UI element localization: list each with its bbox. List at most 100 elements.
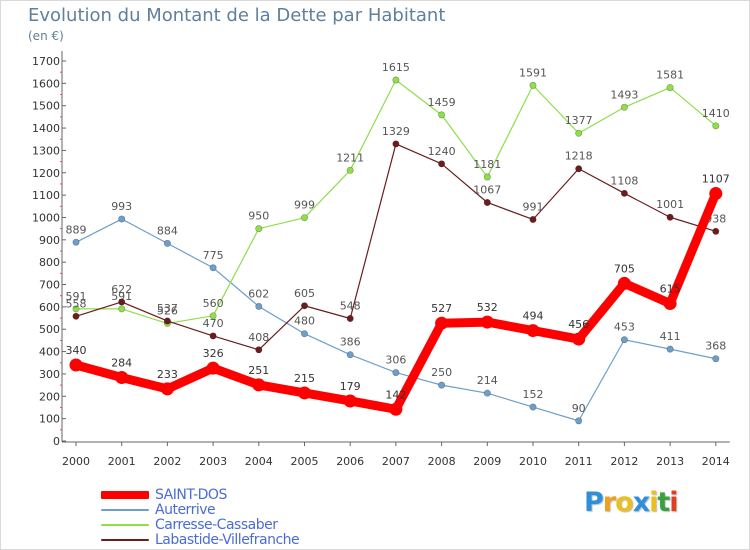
- proxiti-logo: Proxiti: [584, 487, 679, 518]
- series-auterrive: 889 993 884 775 602 480 386 306 250 214 152 90 453 41…: [66, 200, 726, 425]
- x-tick-label: 2005: [291, 455, 319, 468]
- data-label: 1001: [656, 198, 684, 211]
- legend-swatch: [101, 538, 149, 541]
- data-label: 558: [66, 297, 87, 310]
- data-label: 251: [248, 364, 269, 377]
- x-tick-label: 2014: [702, 455, 730, 468]
- data-point: [483, 389, 491, 397]
- data-point: [300, 330, 308, 338]
- data-point: [69, 358, 83, 372]
- x-tick-label: 2002: [153, 455, 181, 468]
- data-label: 1581: [656, 69, 684, 82]
- data-label: 411: [660, 330, 681, 343]
- data-point: [298, 386, 311, 400]
- y-tick-label: 1200: [32, 167, 60, 180]
- data-point: [209, 332, 217, 340]
- data-point: [617, 276, 631, 290]
- data-label: 456: [568, 318, 589, 331]
- data-label: 1181: [473, 158, 501, 171]
- data-point: [346, 351, 354, 359]
- logo-letter: r: [602, 487, 616, 518]
- data-point: [663, 297, 677, 311]
- y-tick-label: 1100: [32, 189, 60, 202]
- data-point: [300, 302, 308, 310]
- data-label: 591: [111, 290, 132, 303]
- data-label: 284: [111, 357, 132, 370]
- x-tick-label: 2003: [199, 455, 227, 468]
- data-point: [72, 305, 80, 313]
- data-point: [118, 215, 126, 223]
- data-point: [575, 417, 583, 425]
- data-label: 1329: [382, 125, 410, 138]
- data-label: 605: [294, 287, 315, 300]
- data-label: 615: [660, 283, 681, 296]
- data-point: [480, 315, 494, 329]
- legend-item: Auterrive: [101, 502, 299, 518]
- data-point: [438, 111, 446, 119]
- data-point: [163, 317, 171, 325]
- data-point: [709, 187, 723, 201]
- data-label: 179: [340, 380, 361, 393]
- data-point: [255, 302, 263, 310]
- legend-swatch: [101, 490, 149, 499]
- data-point: [255, 225, 263, 233]
- data-label: 884: [157, 224, 178, 237]
- y-tick-label: 100: [39, 413, 60, 426]
- data-point: [666, 345, 674, 353]
- x-tick-label: 2012: [610, 455, 638, 468]
- data-label: 532: [477, 301, 498, 314]
- legend-label: SAINT-DOS: [155, 486, 227, 503]
- data-label: 1615: [382, 61, 410, 74]
- data-point: [712, 227, 720, 235]
- data-label: 560: [203, 297, 224, 310]
- y-tick-label: 1700: [32, 55, 60, 68]
- y-tick-label: 300: [39, 368, 60, 381]
- data-label: 526: [157, 304, 178, 317]
- data-point: [206, 361, 220, 375]
- legend-item: SAINT-DOS: [101, 486, 299, 503]
- logo-letter: i: [649, 487, 658, 518]
- data-point: [209, 312, 217, 320]
- data-point: [529, 403, 537, 411]
- data-label: 602: [248, 287, 269, 300]
- data-point: [160, 382, 174, 396]
- data-label: 1067: [473, 183, 501, 196]
- data-label: 233: [157, 368, 178, 381]
- data-label: 950: [248, 210, 269, 223]
- y-tick-label: 1000: [32, 211, 60, 224]
- data-label: 214: [477, 374, 498, 387]
- data-point: [118, 298, 126, 306]
- data-label: 340: [66, 344, 87, 357]
- series-carresse-cassaber: 591 591 526 560 950 999 1211 1615 1459 1181 1591 13…: [66, 61, 730, 327]
- data-point: [526, 324, 540, 338]
- data-point: [438, 381, 446, 389]
- data-point: [392, 76, 400, 84]
- data-label: 775: [203, 249, 224, 262]
- logo-letter: P: [584, 487, 604, 518]
- data-point: [572, 332, 586, 346]
- data-point: [389, 402, 403, 416]
- data-label: 1211: [336, 151, 364, 164]
- chart-title: Evolution du Montant de la Dette par Hab…: [28, 5, 446, 26]
- legend-swatch: [101, 523, 149, 526]
- data-point: [483, 173, 491, 181]
- data-label: 306: [385, 354, 406, 367]
- data-point: [115, 371, 129, 385]
- data-label: 1240: [428, 145, 456, 158]
- data-point: [163, 239, 171, 247]
- data-point: [666, 84, 674, 92]
- data-label: 993: [111, 200, 132, 213]
- data-point: [529, 81, 537, 89]
- legend-label: Labastide-Villefranche: [155, 531, 300, 548]
- y-tick-label: 700: [39, 279, 60, 292]
- data-point: [620, 103, 628, 111]
- data-point: [620, 336, 628, 344]
- y-tick-label: 1500: [32, 100, 60, 113]
- data-point: [72, 312, 80, 320]
- x-tick-label: 2007: [382, 455, 410, 468]
- legend-item: Labastide-Villefranche: [101, 531, 300, 548]
- data-point: [575, 129, 583, 137]
- data-point: [483, 198, 491, 206]
- data-label: 1218: [565, 150, 593, 163]
- data-label: 90: [572, 402, 586, 415]
